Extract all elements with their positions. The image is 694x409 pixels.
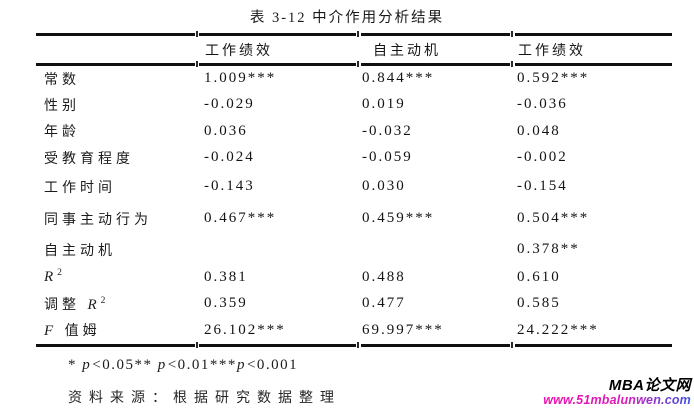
row-label: 受教育程度: [44, 151, 134, 167]
cell-value: 0.477: [362, 295, 406, 312]
table-row-age: 年龄 0.036 -0.032 0.048: [36, 118, 672, 145]
cell-value: 0.592***: [517, 70, 590, 87]
cell-value: -0.059: [362, 149, 413, 166]
cell-value: -0.029: [204, 96, 255, 113]
row-label: 常数: [44, 72, 80, 88]
cell-value: 1.009***: [204, 70, 277, 87]
cell-value: 0.459***: [362, 210, 435, 227]
cell-value: -0.024: [204, 149, 255, 166]
cell-value: 0.488: [362, 268, 406, 285]
significance-note: * p<0.05** p<0.01***p<0.001: [68, 357, 299, 373]
cell-value: -0.036: [517, 96, 568, 113]
cell-value: 0.844***: [362, 70, 435, 87]
mediation-analysis-table: 工作绩效 自主动机 工作绩效 常数 1.009*** 0.844*** 0.59…: [36, 31, 672, 348]
cell-value: -0.002: [517, 149, 568, 166]
table-row-coworker-proactive: 同事主动行为 0.467*** 0.459*** 0.504***: [36, 203, 672, 236]
watermark-url: www.51mbalunwen.com: [543, 392, 691, 407]
row-label: 年龄: [44, 125, 80, 141]
table-row-f-value: F 值姆 26.102*** 69.997*** 24.222***: [36, 317, 672, 344]
cell-value: 0.030: [362, 178, 406, 195]
source-note: 资料来源：根据研究数据整理: [68, 391, 341, 406]
table-rule-bottom: [36, 341, 672, 348]
cell-value: 0.048: [517, 122, 561, 139]
table-row-constant: 常数 1.009*** 0.844*** 0.592***: [36, 66, 672, 92]
cell-value: 69.997***: [362, 321, 444, 338]
table-header-row: 工作绩效 自主动机 工作绩效: [36, 36, 672, 63]
watermark-site-name: MBA论文网: [608, 377, 691, 395]
row-label: 性别: [44, 98, 80, 114]
header-cell-model3: 工作绩效: [518, 43, 586, 59]
table-rule-header-bottom: [36, 61, 672, 67]
table-row-autonomous-motivation: 自主动机 0.378**: [36, 235, 672, 264]
cell-value: 0.381: [204, 268, 248, 285]
table-body: 常数 1.009*** 0.844*** 0.592*** 性别 -0.029 …: [36, 66, 672, 344]
table-title: 表 3-12 中介作用分析结果: [249, 10, 445, 26]
table-row-gender: 性别 -0.029 0.019 -0.036: [36, 92, 672, 119]
cell-value: -0.143: [204, 178, 255, 195]
table-rule-top: [36, 31, 672, 37]
watermark: MBA论文网 www.51mbalunwen.com: [543, 378, 691, 407]
header-cell-model1: 工作绩效: [205, 43, 273, 59]
cell-value: 0.585: [517, 295, 561, 312]
cell-value: 0.504***: [517, 210, 590, 227]
cell-value: 0.467***: [204, 210, 277, 227]
cell-value: 0.019: [362, 96, 406, 113]
cell-value: -0.154: [517, 178, 568, 195]
cell-value: 0.036: [204, 122, 248, 139]
table-row-education: 受教育程度 -0.024 -0.059 -0.002: [36, 145, 672, 172]
row-label: 工作时间: [44, 180, 116, 196]
cell-value: 24.222***: [517, 321, 599, 338]
row-label: 自主动机: [44, 243, 116, 259]
table-row-tenure: 工作时间 -0.143 0.030 -0.154: [36, 171, 672, 203]
cell-value: 0.610: [517, 268, 561, 285]
cell-value: 26.102***: [204, 321, 286, 338]
cell-value: 0.378**: [517, 241, 580, 257]
header-cell-model2: 自主动机: [373, 43, 441, 59]
row-label: F 值姆: [44, 323, 101, 340]
cell-value: 0.359: [204, 295, 248, 312]
row-label: 同事主动行为: [44, 212, 152, 228]
cell-value: -0.032: [362, 122, 413, 139]
